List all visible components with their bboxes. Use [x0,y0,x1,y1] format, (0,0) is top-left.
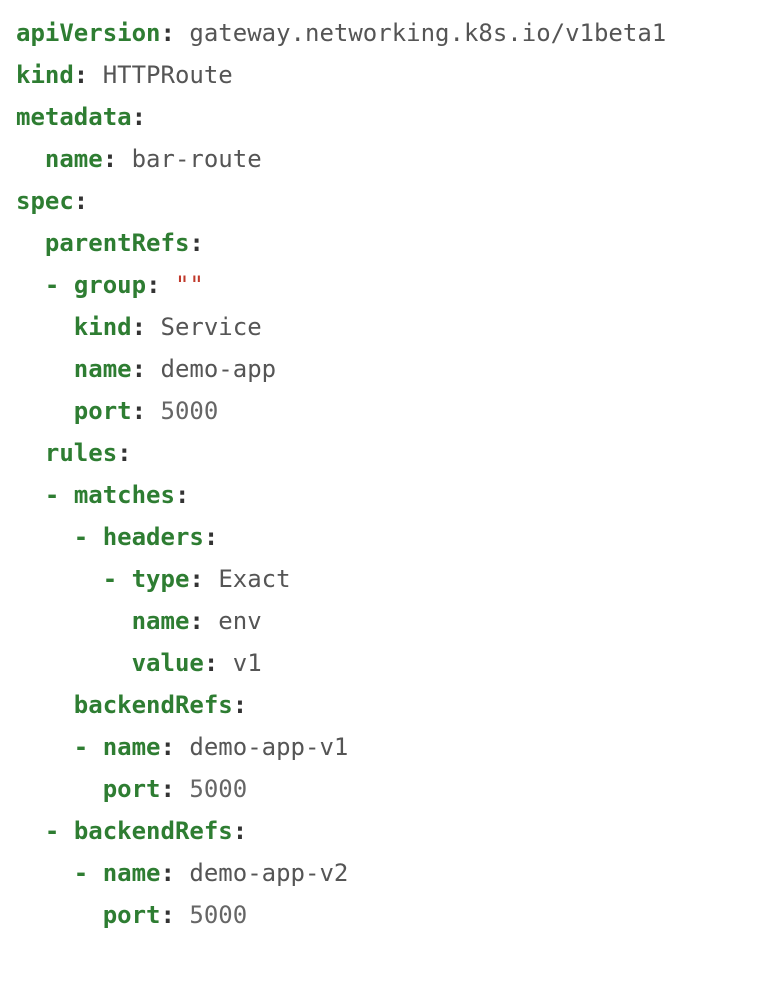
yaml-value: gateway.networking.k8s.io/v1beta1 [189,19,666,47]
yaml-value: demo-app-v1 [189,733,348,761]
yaml-key: group [74,271,146,299]
yaml-value: env [218,607,261,635]
yaml-line: kind: Service [16,306,750,348]
yaml-line: - matches: [16,474,750,516]
yaml-line: name: env [16,600,750,642]
yaml-line: rules: [16,432,750,474]
yaml-value: bar-route [132,145,262,173]
yaml-key: name [132,607,190,635]
yaml-line: parentRefs: [16,222,750,264]
yaml-key: kind [16,61,74,89]
yaml-line: port: 5000 [16,894,750,936]
yaml-value: Exact [218,565,290,593]
yaml-key: metadata [16,103,132,131]
yaml-value: 5000 [189,775,247,803]
yaml-line: - name: demo-app-v1 [16,726,750,768]
yaml-line: name: demo-app [16,348,750,390]
yaml-line: port: 5000 [16,768,750,810]
yaml-key: value [132,649,204,677]
yaml-value: Service [161,313,262,341]
yaml-value: HTTPRoute [103,61,233,89]
code-block: apiVersion: gateway.networking.k8s.io/v1… [16,12,750,936]
yaml-value: 5000 [189,901,247,929]
yaml-key: apiVersion [16,19,161,47]
yaml-key: spec [16,187,74,215]
yaml-value: v1 [233,649,262,677]
yaml-line: metadata: [16,96,750,138]
yaml-line: - headers: [16,516,750,558]
yaml-line: - group: "" [16,264,750,306]
yaml-line: port: 5000 [16,390,750,432]
yaml-value: 5000 [161,397,219,425]
yaml-value: "" [175,271,204,299]
yaml-line: value: v1 [16,642,750,684]
yaml-line: name: bar-route [16,138,750,180]
yaml-key: headers [103,523,204,551]
yaml-key: rules [45,439,117,467]
yaml-key: backendRefs [74,817,233,845]
yaml-line: - name: demo-app-v2 [16,852,750,894]
yaml-key: type [132,565,190,593]
yaml-key: port [103,775,161,803]
yaml-key: name [74,355,132,383]
yaml-value: demo-app [161,355,277,383]
yaml-key: kind [74,313,132,341]
yaml-key: matches [74,481,175,509]
yaml-key: name [103,859,161,887]
yaml-key: port [74,397,132,425]
yaml-key: backendRefs [74,691,233,719]
yaml-key: port [103,901,161,929]
yaml-line: apiVersion: gateway.networking.k8s.io/v1… [16,12,750,54]
yaml-value: demo-app-v2 [189,859,348,887]
yaml-key: name [103,733,161,761]
yaml-line: spec: [16,180,750,222]
yaml-line: - type: Exact [16,558,750,600]
yaml-key: parentRefs [45,229,190,257]
yaml-line: kind: HTTPRoute [16,54,750,96]
yaml-key: name [45,145,103,173]
yaml-line: backendRefs: [16,684,750,726]
yaml-line: - backendRefs: [16,810,750,852]
